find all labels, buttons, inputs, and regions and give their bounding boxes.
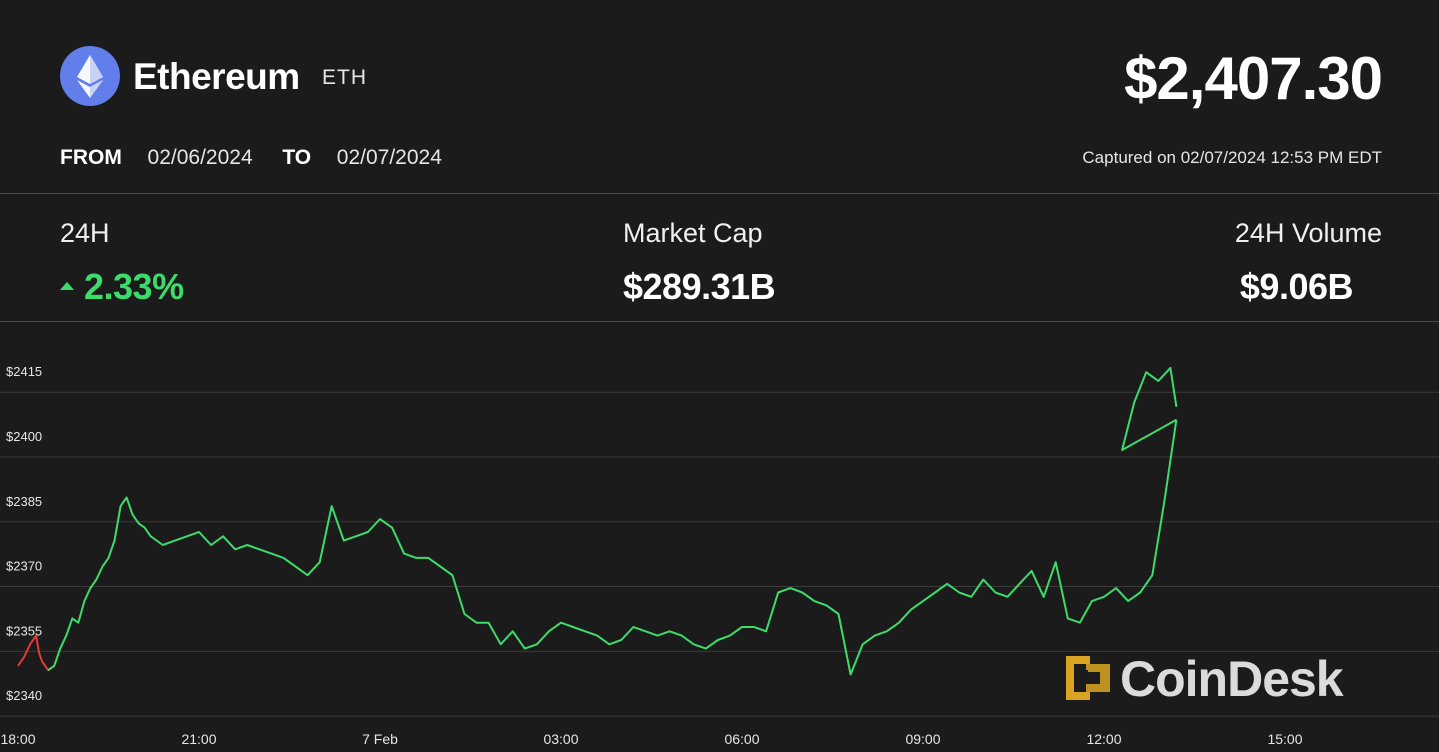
y-tick-label: $2370: [6, 559, 42, 574]
x-tick-label: 12:00: [1086, 731, 1121, 747]
x-tick-label: 06:00: [724, 731, 759, 747]
coin-symbol: ETH: [322, 66, 367, 89]
header-divider: [0, 193, 1439, 194]
price-line-up: [47, 419, 1178, 676]
change-value: 2.33%: [60, 266, 184, 308]
market-cap-label: Market Cap: [623, 218, 763, 248]
market-cap-value: $289.31B: [623, 266, 776, 307]
y-tick-label: $2415: [6, 364, 42, 379]
change-percent: 2.33%: [84, 266, 184, 307]
from-label: FROM: [60, 146, 122, 169]
current-price: $2,407.30: [1124, 45, 1383, 112]
header: Ethereum ETH $2,407.30 FROM 02/06/2024 T…: [0, 0, 1439, 193]
captured-timestamp: Captured on 02/07/2024 12:53 PM EDT: [1082, 148, 1382, 167]
y-axis: $2340 $2355 $2370 $2385 $2400 $2415: [6, 364, 42, 703]
volume-label: 24H Volume: [1234, 218, 1382, 248]
ethereum-logo-icon: [60, 46, 120, 106]
y-tick-label: $2355: [6, 623, 42, 638]
x-tick-label: 09:00: [905, 731, 940, 747]
change-label: 24H: [60, 218, 110, 248]
coin-name: Ethereum: [133, 56, 300, 97]
coindesk-logo-icon: [1066, 656, 1110, 700]
date-range: FROM 02/06/2024 TO 02/07/2024: [60, 146, 442, 170]
y-tick-label: $2400: [6, 429, 42, 444]
price-chart: $2340 $2355 $2370 $2385 $2400 $2415 18:00 21:0…: [0, 364, 1439, 747]
stats-divider: [0, 321, 1439, 322]
coindesk-wordmark: CoinDesk: [1120, 651, 1344, 707]
price-line-latest: [1121, 366, 1178, 451]
chart-grid: [0, 391, 1439, 717]
to-label: TO: [282, 146, 312, 169]
to-date: 02/07/2024: [336, 146, 442, 169]
volume-value: $9.06B: [1239, 266, 1354, 307]
x-tick-label: 18:00: [0, 731, 35, 747]
y-tick-label: $2340: [6, 688, 42, 703]
from-date: 02/06/2024: [147, 146, 253, 169]
price-series: [17, 366, 1178, 676]
y-tick-label: $2385: [6, 494, 42, 509]
x-tick-label: 15:00: [1267, 731, 1302, 747]
x-tick-label: 7 Feb: [362, 731, 398, 747]
x-tick-label: 03:00: [543, 731, 578, 747]
coindesk-watermark: CoinDesk: [1060, 648, 1390, 708]
x-tick-label: 21:00: [181, 731, 216, 747]
x-axis: 18:00 21:00 7 Feb 03:00 06:00 09:00 12:00 15:00: [0, 731, 1302, 747]
price-line-down: [17, 634, 55, 672]
up-arrow-icon: [60, 282, 74, 291]
